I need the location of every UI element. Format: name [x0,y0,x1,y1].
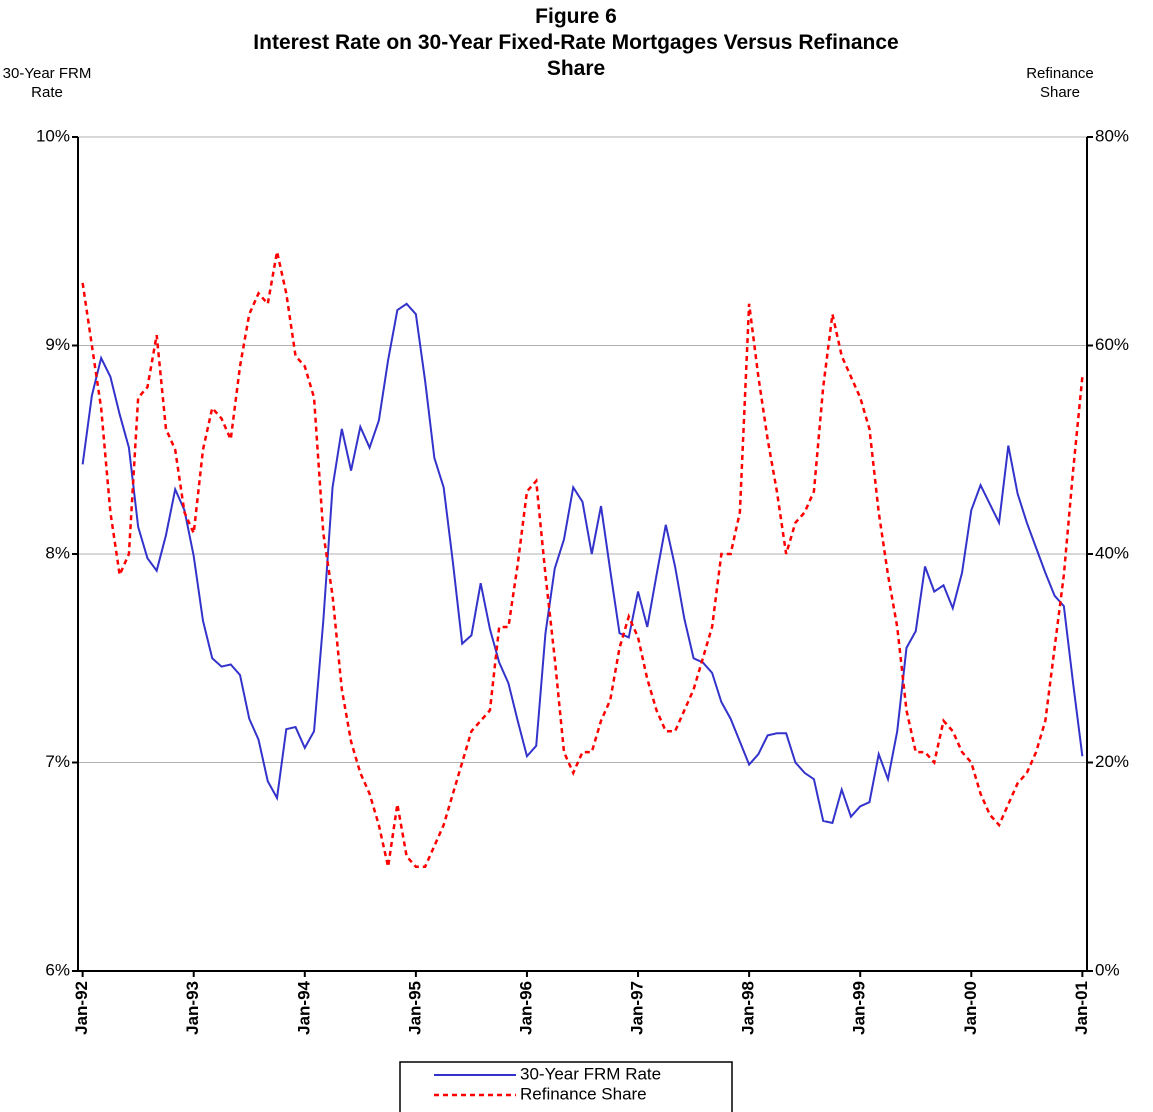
y-tick-label: 10% [36,126,70,145]
y2-tick-label: 60% [1095,335,1129,354]
y-axis-label: 30-Year FRM Rate [2,65,92,101]
x-tick-label: Jan-95 [405,981,424,1035]
y-tick-label: 6% [45,960,70,979]
y-tick-label: 7% [45,752,70,771]
series-line [81,302,1084,825]
series-line [81,251,1084,868]
x-tick-label: Jan-97 [628,981,647,1035]
legend-box [399,1061,733,1112]
x-tick-label: Jan-01 [1072,981,1091,1035]
chart-title: Figure 6 [535,5,617,28]
x-tick-label: Jan-93 [183,981,202,1035]
chart-subtitle: Interest Rate on 30-Year Fixed-Rate Mort… [253,31,899,80]
y2-tick-label: 0% [1095,960,1120,979]
legend-label: 30-Year FRM Rate [520,1064,661,1083]
y-tick-label: 8% [45,543,70,562]
y2-axis-label: Refinance Share [1026,65,1094,101]
y2-tick-label: 20% [1095,752,1129,771]
x-tick-label: Jan-96 [516,981,535,1035]
y-tick-label: 9% [45,335,70,354]
legend-label: Refinance Share [520,1084,647,1103]
y2-tick-label: 80% [1095,126,1129,145]
x-tick-label: Jan-92 [72,981,91,1035]
x-tick-label: Jan-00 [961,981,980,1035]
y2-tick-label: 40% [1095,543,1129,562]
x-tick-label: Jan-98 [739,981,758,1035]
x-tick-label: Jan-99 [850,981,869,1035]
x-tick-label: Jan-94 [294,980,313,1034]
